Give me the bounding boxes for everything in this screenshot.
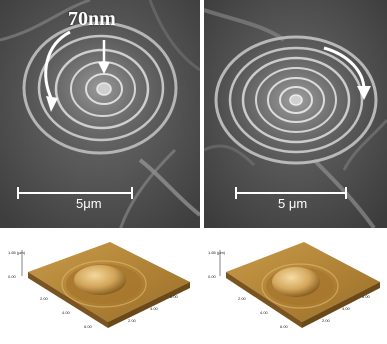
- sem-left-picture: [0, 0, 200, 228]
- sem-image-left: 70nm 5μm: [0, 0, 200, 228]
- scale-bar-label: 5μm: [76, 196, 102, 211]
- z-axis-zero: 0.00: [208, 274, 217, 279]
- scale-bar: [235, 187, 347, 199]
- rotation-arrow: [323, 46, 366, 91]
- y-tick-1: 2.00: [238, 296, 247, 301]
- y-tick-2: 4.00: [260, 310, 269, 315]
- x-tick-2: 4.00: [342, 306, 351, 311]
- afm-3d-image-right: 1.65 (µm) 0.00 2.00 4.00 6.00 2.00 4.00 …: [204, 230, 387, 344]
- y-tick-3: 6.00: [280, 324, 289, 329]
- rotation-arrowhead: [357, 86, 371, 100]
- rotation-arrowhead: [46, 96, 58, 112]
- x-tick-1: 2.00: [322, 318, 331, 323]
- feature-size-label: 70nm: [68, 8, 116, 30]
- x-tick-2: 4.00: [150, 306, 159, 311]
- x-tick-3: 6.00: [362, 294, 371, 299]
- sem-right-picture: [204, 0, 387, 228]
- afm-left-surface: 1.65 (µm) 0.00 2.00 4.00 6.00 2.00 4.00 …: [0, 230, 200, 344]
- x-tick-3: 6.00: [170, 294, 179, 299]
- afm-3d-image-left: 1.65 (µm) 0.00 2.00 4.00 6.00 2.00 4.00 …: [0, 230, 200, 344]
- y-tick-3: 6.00: [84, 324, 93, 329]
- x-tick-1: 2.00: [128, 318, 137, 323]
- z-axis-label: 1.65 (µm): [8, 250, 26, 255]
- z-axis-zero: 0.00: [8, 274, 17, 279]
- afm-right-surface: 1.65 (µm) 0.00 2.00 4.00 6.00 2.00 4.00 …: [204, 230, 387, 344]
- scale-bar-label: 5 μm: [278, 196, 308, 211]
- scale-bar: [17, 187, 133, 199]
- y-tick-2: 4.00: [62, 310, 71, 315]
- panel-divider-horizontal: [0, 228, 387, 230]
- y-tick-1: 2.00: [40, 296, 49, 301]
- pointer-arrowhead: [98, 62, 110, 74]
- sem-image-right: 5 μm: [204, 0, 387, 228]
- rotation-arrow: [44, 30, 71, 101]
- z-axis-label: 1.65 (µm): [208, 250, 226, 255]
- panel-divider-vertical: [200, 0, 204, 344]
